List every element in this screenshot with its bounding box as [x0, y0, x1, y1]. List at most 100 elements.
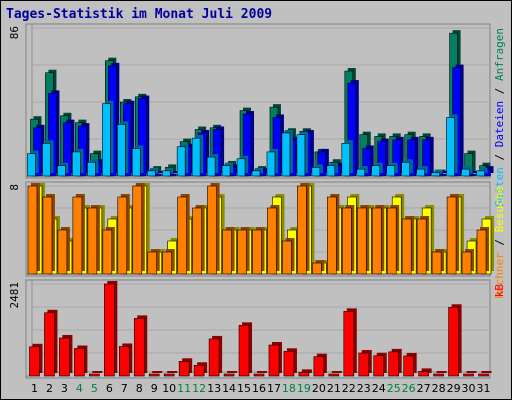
bottom-bar-side-kb-5	[92, 371, 103, 373]
x-tick-label-day-20: 20	[312, 382, 326, 395]
legend-entry-besuche: Besuche	[493, 186, 506, 232]
bottom-bar-kb-26	[403, 355, 414, 377]
middle-bar-rechner-8	[132, 185, 143, 275]
x-tick-label-day-15: 15	[237, 382, 251, 395]
middle-bar-rechner-11	[177, 196, 187, 275]
top-y-axis-label: 86	[8, 26, 21, 39]
bottom-bar-kb-27	[418, 371, 429, 377]
middle-bar-rechner-2	[42, 196, 53, 275]
top-bar-seiten-10	[161, 170, 171, 177]
x-tick-label-day-27: 27	[417, 382, 431, 395]
top-bar-seiten-6	[102, 103, 111, 177]
x-tick-label-day-26: 26	[402, 382, 416, 395]
legend-separator: /	[493, 147, 506, 167]
middle-bar-rechner-17	[267, 207, 277, 275]
bottom-bar-kb-28	[433, 373, 444, 377]
top-bar-seiten-15	[236, 158, 246, 177]
x-tick-label-day-10: 10	[162, 382, 176, 395]
middle-bar-rechner-5	[87, 207, 98, 275]
top-bar-dateien-23	[362, 148, 372, 177]
middle-bar-rechner-15	[237, 229, 247, 275]
legend-separator: /	[493, 81, 506, 101]
top-bar-dateien-20	[317, 151, 327, 177]
x-tick-label-day-11: 11	[177, 382, 191, 395]
x-tick-label-day-22: 22	[342, 382, 356, 395]
top-bar-side-seiten-31	[479, 167, 488, 173]
bottom-bar-kb-1	[29, 346, 40, 377]
top-bar-side-seiten-10	[165, 167, 174, 173]
middle-bar-rechner-20	[312, 262, 322, 275]
bottom-bar-kb-16	[253, 373, 265, 377]
legend-2: kB	[493, 284, 506, 298]
top-bar-seiten-31	[476, 170, 485, 177]
middle-bar-rechner-19	[297, 185, 307, 275]
middle-bar-rechner-12	[192, 207, 202, 275]
bottom-bar-kb-12	[193, 364, 205, 377]
top-bar-seiten-21	[326, 165, 336, 177]
bottom-bar-kb-17	[268, 344, 280, 377]
bottom-bar-side-kb-14	[227, 371, 238, 373]
top-bar-seiten-27	[416, 168, 425, 177]
middle-bar-rechner-26	[401, 218, 412, 275]
top-bar-dateien-15	[242, 113, 252, 177]
top-bar-dateien-25	[392, 139, 402, 177]
bottom-bar-kb-3	[59, 337, 70, 377]
bottom-bar-kb-20	[313, 356, 325, 377]
top-bar-seiten-3	[57, 165, 66, 177]
x-tick-label-day-29: 29	[447, 382, 461, 395]
middle-bar-rechner-9	[147, 251, 158, 275]
bottom-bar-side-kb-28	[436, 371, 447, 373]
top-bar-side-seiten-9	[150, 167, 159, 173]
middle-bar-rechner-27	[416, 218, 427, 275]
top-bar-seiten-8	[131, 148, 141, 177]
bottom-bar-kb-15	[238, 325, 250, 377]
top-bar-seiten-18	[281, 132, 291, 177]
bottom-bar-kb-21	[328, 373, 340, 377]
legend-entry-kb: kB	[493, 284, 506, 298]
legend-entry-rechner: Rechner	[493, 252, 506, 299]
bottom-bar-side-kb-27	[421, 368, 432, 373]
x-tick-label-day-16: 16	[252, 382, 266, 395]
bottom-bar-kb-25	[388, 351, 400, 377]
bottom-bar-kb-8	[133, 318, 145, 377]
top-bar-seiten-26	[401, 161, 410, 177]
top-bar-seiten-13	[206, 156, 216, 177]
top-bar-dateien-3	[63, 122, 72, 177]
top-bar-seiten-5	[87, 161, 96, 177]
bottom-bar-kb-6	[104, 283, 115, 377]
bottom-bar-kb-5	[89, 373, 100, 377]
bottom-y-axis-label: 2481	[8, 282, 21, 309]
top-bar-dateien-2	[48, 93, 57, 177]
x-tick-label-day-31: 31	[477, 382, 491, 395]
legend-0: Seiten / Dateien / Anfragen	[493, 28, 506, 207]
middle-bar-rechner-23	[356, 207, 367, 275]
middle-bar-rechner-25	[386, 207, 397, 275]
middle-bar-rechner-30	[461, 251, 472, 275]
top-bar-seiten-20	[311, 167, 321, 177]
x-tick-label-day-4: 4	[76, 382, 83, 395]
chart-title: Tages-Statistik im Monat Juli 2009	[6, 7, 273, 22]
bottom-bar-kb-10	[163, 373, 175, 377]
top-bar-side-dateien-9	[156, 171, 165, 173]
middle-bar-rechner-31	[476, 229, 487, 275]
x-tick-label-day-24: 24	[372, 382, 386, 395]
middle-bar-rechner-13	[207, 185, 217, 275]
top-bar-seiten-1	[27, 153, 36, 177]
x-tick-label-day-14: 14	[222, 382, 236, 395]
bottom-bar-side-kb-16	[257, 371, 267, 373]
top-bar-dateien-22	[347, 82, 357, 177]
x-tick-label-day-25: 25	[387, 382, 401, 395]
top-bar-seiten-7	[116, 124, 126, 177]
middle-bar-rechner-22	[342, 207, 352, 275]
x-tick-label-day-23: 23	[357, 382, 371, 395]
bottom-bar-kb-18	[283, 351, 295, 377]
middle-bar-rechner-29	[446, 196, 457, 275]
bottom-bar-side-kb-31	[481, 370, 492, 373]
middle-bar-rechner-3	[57, 229, 68, 275]
bottom-panel	[25, 279, 491, 379]
bottom-bar-side-kb-9	[152, 371, 163, 373]
top-bar-dateien-17	[272, 117, 282, 177]
legend-entry-seiten: Seiten	[493, 167, 506, 207]
x-tick-label-day-28: 28	[432, 382, 446, 395]
x-tick-label-day-13: 13	[207, 382, 221, 395]
